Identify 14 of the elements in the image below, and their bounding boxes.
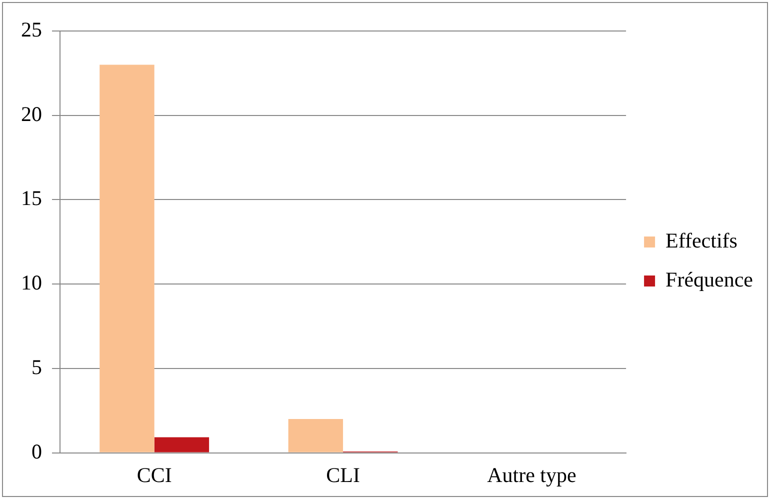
y-tick-label: 20 <box>21 102 42 126</box>
x-tick-label: CLI <box>326 462 360 487</box>
y-tick-label: 10 <box>21 270 42 295</box>
bar <box>154 437 210 452</box>
y-tick-label: 0 <box>32 439 42 464</box>
x-tick-label: Autre type <box>487 462 576 487</box>
y-tick-label: 5 <box>32 354 42 379</box>
bar <box>100 64 154 452</box>
y-tick-label: 15 <box>21 186 42 210</box>
bar <box>288 419 344 452</box>
legend-label: Fréquence <box>666 268 754 292</box>
x-tick-label: CCI <box>136 462 172 487</box>
y-tick-label: 25 <box>21 18 42 42</box>
legend-label: Effectifs <box>666 228 738 253</box>
